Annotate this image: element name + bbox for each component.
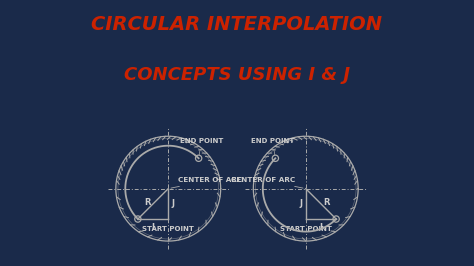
Text: J: J — [172, 199, 175, 208]
Text: CIRCULAR INTERPOLATION: CIRCULAR INTERPOLATION — [91, 15, 383, 34]
Text: CENTER OF ARC: CENTER OF ARC — [171, 177, 243, 188]
Text: START POINT: START POINT — [142, 226, 194, 232]
Text: I: I — [319, 223, 322, 232]
Text: CONCEPTS USING I & J: CONCEPTS USING I & J — [124, 66, 350, 84]
Text: R: R — [323, 198, 330, 207]
Text: END POINT: END POINT — [251, 138, 294, 156]
Text: START POINT: START POINT — [280, 226, 332, 232]
Text: I: I — [152, 223, 155, 232]
Text: R: R — [144, 198, 151, 207]
Text: END POINT: END POINT — [180, 138, 223, 156]
Text: J: J — [299, 199, 302, 208]
Text: CENTER OF ARC: CENTER OF ARC — [231, 177, 303, 188]
